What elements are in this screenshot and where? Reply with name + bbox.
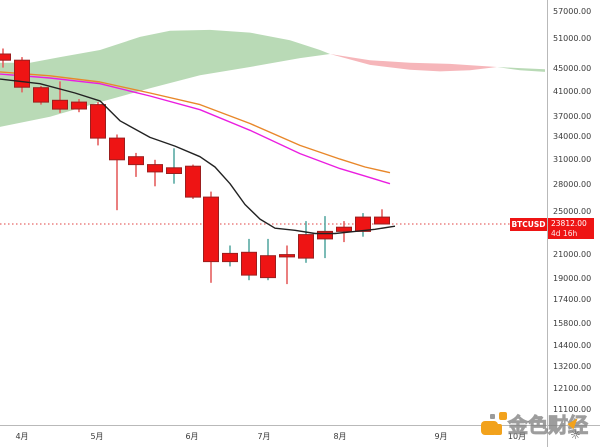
price-axis[interactable]: 57000.00 51000.00 45000.00 41000.00 37000.00… <box>548 0 600 425</box>
last-price-value: 23812.00 <box>551 219 587 228</box>
candle-body <box>52 99 68 110</box>
price-tick-label: 15800.00 <box>553 319 592 328</box>
price-tick-label: 57000.00 <box>553 7 592 16</box>
price-tick-label: 13200.00 <box>553 362 592 371</box>
last-price-label: 23812.00 4d 16h <box>548 218 594 239</box>
candle-body <box>203 196 219 263</box>
month-tick-label: 5月 <box>90 432 104 441</box>
ichimoku-cloud-green-tail <box>497 67 545 72</box>
price-tick-label: 21000.00 <box>553 250 592 259</box>
ma-black <box>0 78 396 235</box>
candle-body <box>109 137 125 161</box>
candle-body <box>355 216 371 232</box>
candle-body <box>0 53 11 61</box>
candlestick-chart-canvas[interactable] <box>0 0 547 425</box>
candle-body <box>260 255 276 279</box>
price-tick-label: 25000.00 <box>553 207 592 216</box>
candle-body <box>147 164 163 173</box>
candle-body <box>317 230 333 240</box>
candle-body <box>374 216 390 225</box>
candle-body <box>298 234 314 259</box>
price-tick-label: 37000.00 <box>553 112 592 121</box>
candle-body <box>90 104 106 139</box>
price-tick-label: 31000.00 <box>553 155 592 164</box>
ma-orange <box>0 71 391 174</box>
bar-countdown: 4d 16h <box>551 229 578 238</box>
price-tick-label: 11100.00 <box>553 405 592 414</box>
price-tick-label: 14400.00 <box>553 341 592 350</box>
month-tick-label: 6月 <box>185 432 199 441</box>
symbol-price-flag: BTCUSD <box>510 218 547 231</box>
time-axis[interactable]: 4月 5月 6月 7月 8月 9月 10月 <box>0 426 547 447</box>
month-tick-label: 10月 <box>507 432 527 441</box>
price-tick-label: 17400.00 <box>553 295 592 304</box>
month-tick-label: 8月 <box>333 432 347 441</box>
month-tick-label: 4月 <box>15 432 29 441</box>
sun-icon: ☼ <box>570 428 581 442</box>
candle-body <box>128 156 144 166</box>
candle-body <box>33 87 49 103</box>
candle-body <box>222 252 238 263</box>
month-tick-label: 7月 <box>257 432 271 441</box>
candle-body <box>241 251 257 276</box>
time-axis-border <box>0 425 600 426</box>
price-axis-border <box>547 0 548 447</box>
price-tick-label: 51000.00 <box>553 34 592 43</box>
ma-magenta <box>0 73 391 185</box>
candle-body <box>166 167 182 175</box>
candle-body <box>336 226 352 232</box>
ichimoku-cloud-pink <box>330 54 497 72</box>
price-tick-label: 12100.00 <box>553 384 592 393</box>
candle-body <box>71 101 87 110</box>
candle-body <box>14 59 30 88</box>
price-tick-label: 45000.00 <box>553 64 592 73</box>
month-tick-label: 9月 <box>434 432 448 441</box>
candle-body <box>279 254 295 258</box>
price-tick-label: 41000.00 <box>553 87 592 96</box>
price-tick-label: 34000.00 <box>553 132 592 141</box>
price-tick-label: 19000.00 <box>553 274 592 283</box>
candle-body <box>185 165 201 198</box>
price-tick-label: 28000.00 <box>553 180 592 189</box>
